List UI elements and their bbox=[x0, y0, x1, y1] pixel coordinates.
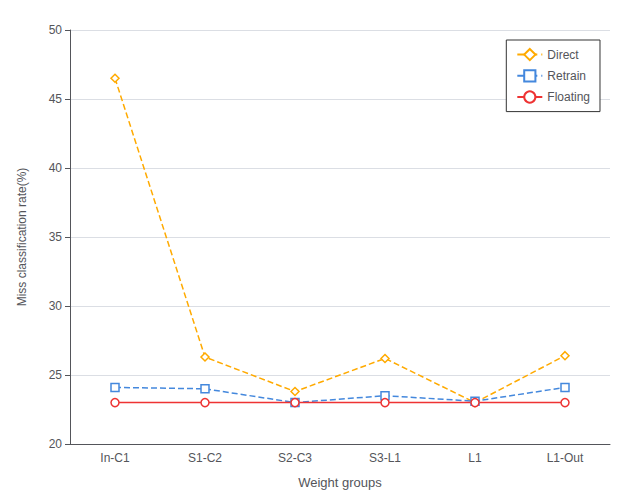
svg-text:Miss classification rate(%): Miss classification rate(%) bbox=[15, 168, 29, 307]
svg-text:20: 20 bbox=[49, 437, 63, 451]
svg-text:L1: L1 bbox=[468, 451, 482, 465]
svg-text:S3-L1: S3-L1 bbox=[369, 451, 401, 465]
svg-text:50: 50 bbox=[49, 23, 63, 37]
svg-text:S2-C3: S2-C3 bbox=[278, 451, 312, 465]
svg-text:Direct: Direct bbox=[547, 48, 579, 62]
svg-text:30: 30 bbox=[49, 299, 63, 313]
svg-text:45: 45 bbox=[49, 92, 63, 106]
svg-text:Floating: Floating bbox=[547, 90, 590, 104]
svg-text:25: 25 bbox=[49, 368, 63, 382]
svg-text:35: 35 bbox=[49, 230, 63, 244]
svg-text:L1-Out: L1-Out bbox=[547, 451, 584, 465]
svg-text:In-C1: In-C1 bbox=[100, 451, 130, 465]
svg-text:Weight groups: Weight groups bbox=[298, 475, 382, 490]
svg-text:S1-C2: S1-C2 bbox=[188, 451, 222, 465]
svg-text:40: 40 bbox=[49, 161, 63, 175]
svg-text:Retrain: Retrain bbox=[547, 69, 586, 83]
